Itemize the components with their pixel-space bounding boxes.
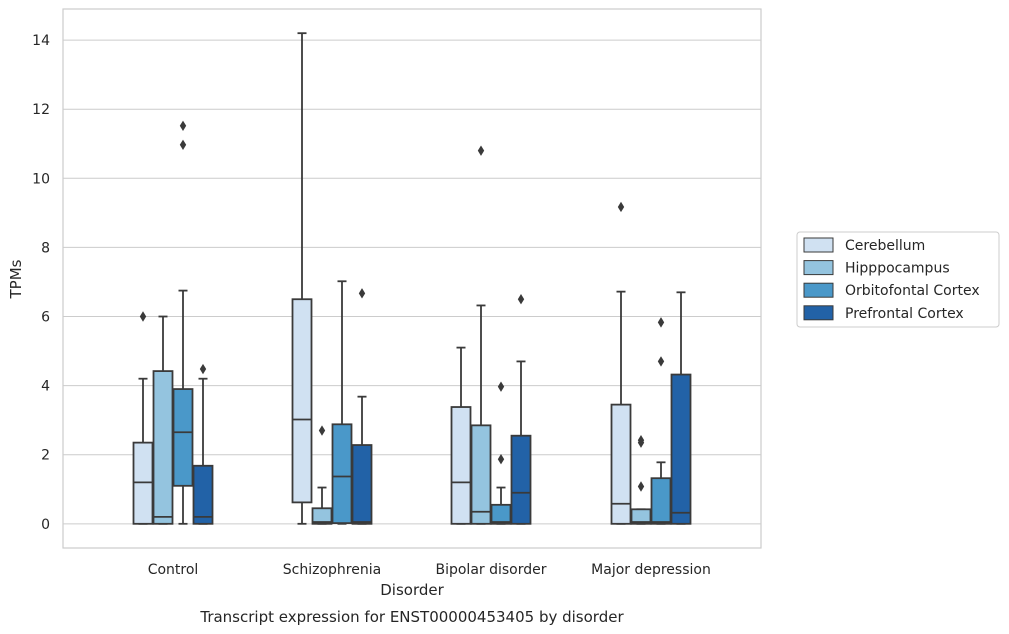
legend-swatch <box>803 305 834 321</box>
box-body <box>192 464 214 525</box>
x-tick-label: Bipolar disorder <box>435 562 546 578</box>
outlier-point <box>497 454 505 465</box>
box-2-3 <box>510 294 532 525</box>
box-body <box>670 373 692 525</box>
outlier-point <box>179 139 187 150</box>
box-0-3 <box>192 363 214 525</box>
box-2-0 <box>450 346 472 525</box>
box-2-2 <box>490 381 512 525</box>
y-tick-label: 4 <box>41 379 50 395</box>
y-tick-label: 6 <box>41 310 50 326</box>
x-axis-ticks: Control Schizophrenia Bipolar disorder Majo… <box>148 562 711 578</box>
y-axis-ticks: 0 2 4 6 8 10 12 14 <box>32 33 50 533</box>
legend-label: Prefrontal Cortex <box>845 306 964 322</box>
box-0-2 <box>172 120 194 525</box>
outlier-point <box>497 381 505 392</box>
box-body <box>351 444 373 525</box>
y-axis-label: TPMs <box>7 259 25 299</box>
legend-swatch <box>803 282 834 298</box>
box-3-3 <box>670 291 692 525</box>
box-body <box>610 403 632 525</box>
box-body <box>650 477 672 525</box>
box-body <box>510 434 532 525</box>
box-3-0 <box>610 201 632 525</box>
box-plot-marks <box>132 32 692 525</box>
y-tick-label: 10 <box>32 171 50 187</box>
box-body <box>311 507 333 525</box>
legend-swatch <box>803 237 834 253</box>
legend-frame <box>796 231 1000 328</box>
outlier-point <box>477 145 485 156</box>
x-axis-label: Disorder <box>380 581 444 599</box>
y-tick-label: 2 <box>41 448 50 464</box>
x-tick-label: Major depression <box>591 562 711 578</box>
y-tick-label: 0 <box>41 517 50 533</box>
box-3-2 <box>650 317 672 525</box>
box-body <box>152 370 174 525</box>
outlier-point <box>199 363 207 375</box>
box-1-3 <box>351 288 373 525</box>
box-2-1 <box>470 145 492 525</box>
box-1-0 <box>291 32 313 525</box>
box-body <box>490 503 512 525</box>
y-tick-label: 8 <box>41 240 50 256</box>
y-tick-label: 14 <box>32 33 50 49</box>
outlier-point <box>517 294 525 305</box>
outlier-point <box>617 201 625 213</box>
outlier-point <box>179 120 187 131</box>
box-1-1 <box>311 425 333 525</box>
figure-caption: Transcript expression for ENST0000045340… <box>199 608 624 626</box>
legend-label: Hipppocampus <box>845 261 950 277</box>
y-tick-label: 12 <box>32 102 50 118</box>
box-0-1 <box>152 315 174 525</box>
box-body <box>172 388 194 487</box>
box-3-1 <box>630 435 652 525</box>
box-1-2 <box>331 280 353 525</box>
outlier-point <box>139 311 147 322</box>
outlier-point <box>318 425 326 436</box>
box-body <box>470 424 492 525</box>
outlier-point <box>637 481 645 492</box>
outlier-point <box>657 317 665 328</box>
x-tick-label: Control <box>148 562 199 578</box>
outlier-point <box>657 356 665 367</box>
outlier-point <box>637 435 645 446</box>
box-body <box>291 298 313 504</box>
legend-label: Orbitofontal Cortex <box>845 283 980 299</box>
plot-area-frame <box>62 8 762 549</box>
box-body <box>331 423 353 525</box>
box-0-0 <box>132 311 154 525</box>
x-tick-label: Schizophrenia <box>283 562 381 578</box>
legend-label: Cerebellum <box>845 238 925 254</box>
box-body <box>630 508 652 525</box>
legend-swatch <box>803 260 834 276</box>
box-body <box>450 406 472 525</box>
legend: Cerebellum Hipppocampus Orbitofontal Corte… <box>796 231 1000 328</box>
outlier-point <box>358 288 366 299</box>
